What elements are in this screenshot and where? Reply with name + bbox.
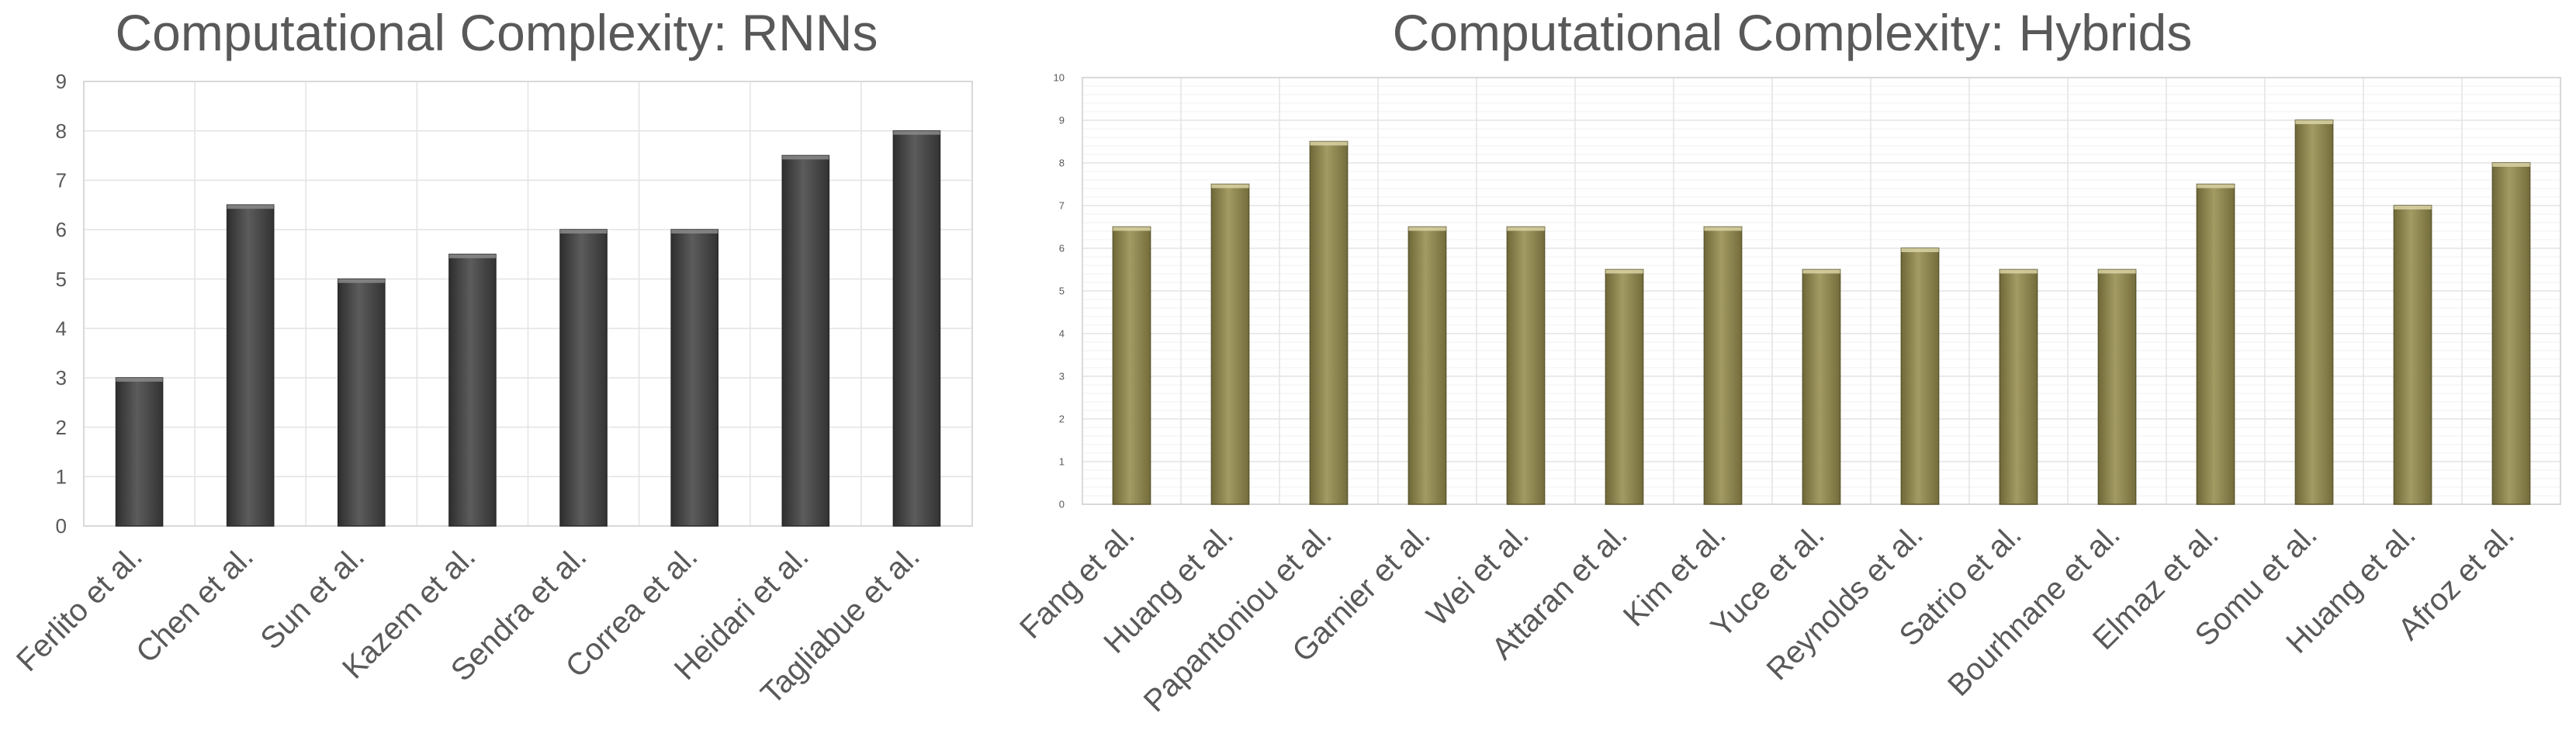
bar-cap (2197, 184, 2235, 189)
bar-hybrids-4 (1506, 226, 1546, 505)
bar-cap (1408, 227, 1446, 231)
x-tick-label: Chen et al. (130, 539, 260, 670)
bar-cap (227, 205, 274, 209)
x-tick-label: Sun et al. (254, 539, 372, 656)
bar-cap (2394, 206, 2432, 209)
bar-cap (1605, 269, 1643, 274)
bar-cap (782, 155, 829, 160)
y-tick-label: 8 (1059, 157, 1065, 169)
bar-hybrids-13 (2393, 205, 2432, 505)
bar-rnns-5 (670, 229, 718, 527)
bar-cap (338, 279, 385, 283)
chart-hybrids: Computational Complexity: Hybrids 0 1 2 3 4 5… (1013, 4, 2561, 718)
y-tick-label: 4 (56, 317, 67, 340)
bar-rnns-1 (226, 204, 275, 527)
y-tick-label: 9 (56, 70, 67, 93)
y-tick-label: 9 (1059, 115, 1065, 126)
bar-hybrids-9 (1999, 268, 2038, 505)
bar-cap (1901, 248, 1939, 252)
x-tick-label: Ferlito et al. (10, 539, 149, 678)
bar-cap (448, 254, 496, 258)
bar-cap (893, 130, 940, 135)
bar-rnns-3 (448, 254, 497, 527)
y-tick-label: 7 (1059, 200, 1065, 212)
bar-rnns-7 (892, 130, 941, 527)
y-tick-label: 2 (1059, 413, 1065, 425)
y-tick-label: 6 (56, 218, 67, 241)
y-tick-label: 3 (56, 366, 67, 389)
bar-rnns-0 (115, 377, 164, 527)
plot-frame (83, 81, 973, 527)
bar-rnns-6 (781, 154, 830, 527)
bar-cap (2492, 163, 2530, 167)
bar-hybrids-5 (1605, 268, 1644, 505)
bar-hybrids-2 (1309, 140, 1349, 505)
chart-title-hybrids: Computational Complexity: Hybrids (1393, 4, 2193, 61)
bar-hybrids-8 (1900, 247, 1940, 505)
y-tick-label: 1 (1059, 456, 1065, 468)
y-tick-label: 3 (1059, 371, 1065, 382)
y-tick-label: 0 (1059, 499, 1065, 510)
bar-hybrids-11 (2196, 183, 2235, 505)
bar-cap (560, 230, 608, 234)
bar-cap (2098, 269, 2136, 274)
bar-cap (1113, 227, 1151, 231)
bar-hybrids-0 (1112, 226, 1151, 505)
bar-cap (1802, 269, 1840, 274)
chart-title-rnns: Computational Complexity: RNNs (115, 4, 878, 61)
bar-hybrids-14 (2491, 162, 2531, 505)
x-tick-label: Bourhnane et al. (1941, 517, 2127, 703)
bar-cap (116, 378, 163, 382)
y-tick-label: 6 (1059, 243, 1065, 254)
bar-rnns-4 (559, 229, 608, 527)
bar-rnns-2 (338, 278, 386, 527)
y-tick-label: 1 (56, 465, 67, 488)
bar-hybrids-1 (1210, 183, 1250, 505)
bar-cap (1310, 141, 1348, 146)
chart-rnns: Computational Complexity: RNNs 0 1 2 3 4 5 6 7 8… (10, 4, 973, 711)
bar-cap (671, 230, 718, 234)
bar-cap (1704, 227, 1742, 231)
bar-hybrids-12 (2294, 119, 2334, 505)
bar-cap (2000, 269, 2038, 274)
bar-hybrids-3 (1407, 226, 1447, 505)
bar-cap (1507, 227, 1545, 231)
y-tick-label: 2 (56, 416, 67, 439)
bar-hybrids-10 (2097, 268, 2137, 505)
bar-cap (2295, 120, 2333, 124)
plot-area-rnns: 0 1 2 3 4 5 6 7 8 9 Ferlito et al.Chen et al.Sun e… (10, 70, 973, 711)
y-tick-label: 7 (56, 168, 67, 192)
bar-hybrids-7 (1802, 268, 1841, 505)
bar-cap (1211, 184, 1249, 189)
y-tick-label: 10 (1054, 72, 1065, 84)
y-tick-label: 8 (56, 119, 67, 143)
bar-hybrids-6 (1703, 226, 1743, 505)
y-tick-label: 4 (1059, 328, 1065, 340)
y-tick-label: 5 (56, 268, 67, 291)
y-tick-label: 5 (1059, 285, 1065, 297)
x-tick-label: Papantoniou et al. (1137, 517, 1338, 718)
y-tick-label: 0 (56, 514, 67, 538)
